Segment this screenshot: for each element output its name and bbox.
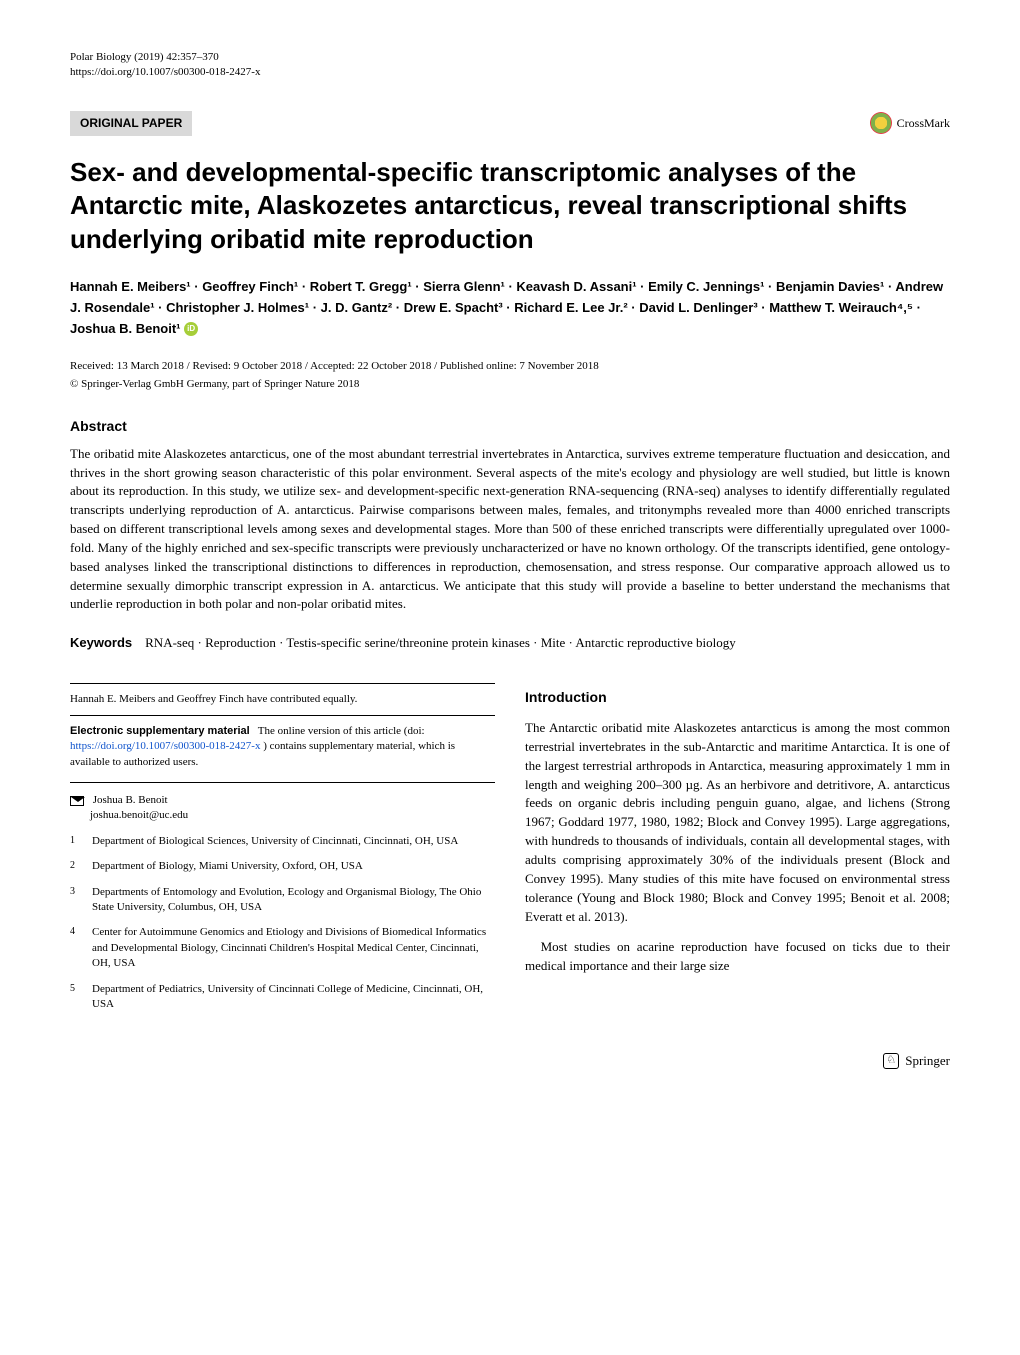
keywords-block: Keywords RNA-seq · Reproduction · Testis…: [70, 634, 950, 652]
crossmark-badge[interactable]: CrossMark: [870, 112, 950, 134]
affil-num: 1: [70, 834, 82, 849]
badge-row: ORIGINAL PAPER CrossMark: [70, 111, 950, 136]
authors-text: Hannah E. Meibers¹ · Geoffrey Finch¹ · R…: [70, 279, 943, 336]
left-column: Hannah E. Meibers and Geoffrey Finch hav…: [70, 683, 495, 1023]
affil-num: 5: [70, 982, 82, 1013]
abstract-heading: Abstract: [70, 417, 950, 437]
intro-para-2: Most studies on acarine reproduction hav…: [525, 938, 950, 976]
footer: Springer: [70, 1052, 950, 1070]
affil-text: Center for Autoimmune Genomics and Etiol…: [92, 925, 495, 971]
author-list: Hannah E. Meibers¹ · Geoffrey Finch¹ · R…: [70, 277, 950, 339]
affil-num: 4: [70, 925, 82, 971]
crossmark-label: CrossMark: [897, 115, 950, 132]
intro-para-1: The Antarctic oribatid mite Alaskozetes …: [525, 719, 950, 926]
header-meta: Polar Biology (2019) 42:357–370 https://…: [70, 50, 950, 81]
introduction-heading: Introduction: [525, 688, 950, 708]
corr-name: Joshua B. Benoit: [93, 794, 168, 806]
abstract-text: The oribatid mite Alaskozetes antarcticu…: [70, 445, 950, 615]
affiliation-item: 2 Department of Biology, Miami Universit…: [70, 859, 495, 874]
corr-email[interactable]: joshua.benoit@uc.edu: [70, 808, 495, 823]
affil-text: Departments of Entomology and Evolution,…: [92, 885, 495, 916]
affil-text: Department of Biological Sciences, Unive…: [92, 834, 458, 849]
paper-type-badge: ORIGINAL PAPER: [70, 111, 192, 136]
affiliation-item: 3 Departments of Entomology and Evolutio…: [70, 885, 495, 916]
keywords-text: RNA-seq · Reproduction · Testis-specific…: [145, 635, 736, 650]
affiliation-item: 5 Department of Pediatrics, University o…: [70, 982, 495, 1013]
supp-text-1: The online version of this article (doi:: [258, 725, 425, 737]
paper-title: Sex- and developmental-specific transcri…: [70, 156, 950, 257]
dates-line: Received: 13 March 2018 / Revised: 9 Oct…: [70, 359, 950, 374]
keywords-label: Keywords: [70, 635, 132, 650]
contribution-note: Hannah E. Meibers and Geoffrey Finch hav…: [70, 684, 495, 715]
two-column-layout: Hannah E. Meibers and Geoffrey Finch hav…: [70, 683, 950, 1023]
envelope-icon: [70, 796, 84, 806]
doi-line: https://doi.org/10.1007/s00300-018-2427-…: [70, 65, 260, 80]
affil-text: Department of Biology, Miami University,…: [92, 859, 363, 874]
supp-doi-link[interactable]: https://doi.org/10.1007/s00300-018-2427-…: [70, 740, 260, 752]
supplementary-note: Electronic supplementary material The on…: [70, 716, 495, 782]
affiliations-list: 1 Department of Biological Sciences, Uni…: [70, 834, 495, 1013]
copyright-line: © Springer-Verlag GmbH Germany, part of …: [70, 377, 950, 392]
right-column: Introduction The Antarctic oribatid mite…: [525, 683, 950, 1023]
affil-num: 3: [70, 885, 82, 916]
supp-label: Electronic supplementary material: [70, 725, 250, 737]
affil-num: 2: [70, 859, 82, 874]
publisher-name: Springer: [905, 1052, 950, 1070]
journal-ref: Polar Biology (2019) 42:357–370: [70, 50, 260, 65]
orcid-icon[interactable]: [184, 322, 198, 336]
springer-icon: [883, 1053, 899, 1069]
affil-text: Department of Pediatrics, University of …: [92, 982, 495, 1013]
corresponding-author: Joshua B. Benoit joshua.benoit@uc.edu: [70, 783, 495, 834]
crossmark-icon: [870, 112, 892, 134]
affiliation-item: 4 Center for Autoimmune Genomics and Eti…: [70, 925, 495, 971]
affiliation-item: 1 Department of Biological Sciences, Uni…: [70, 834, 495, 849]
